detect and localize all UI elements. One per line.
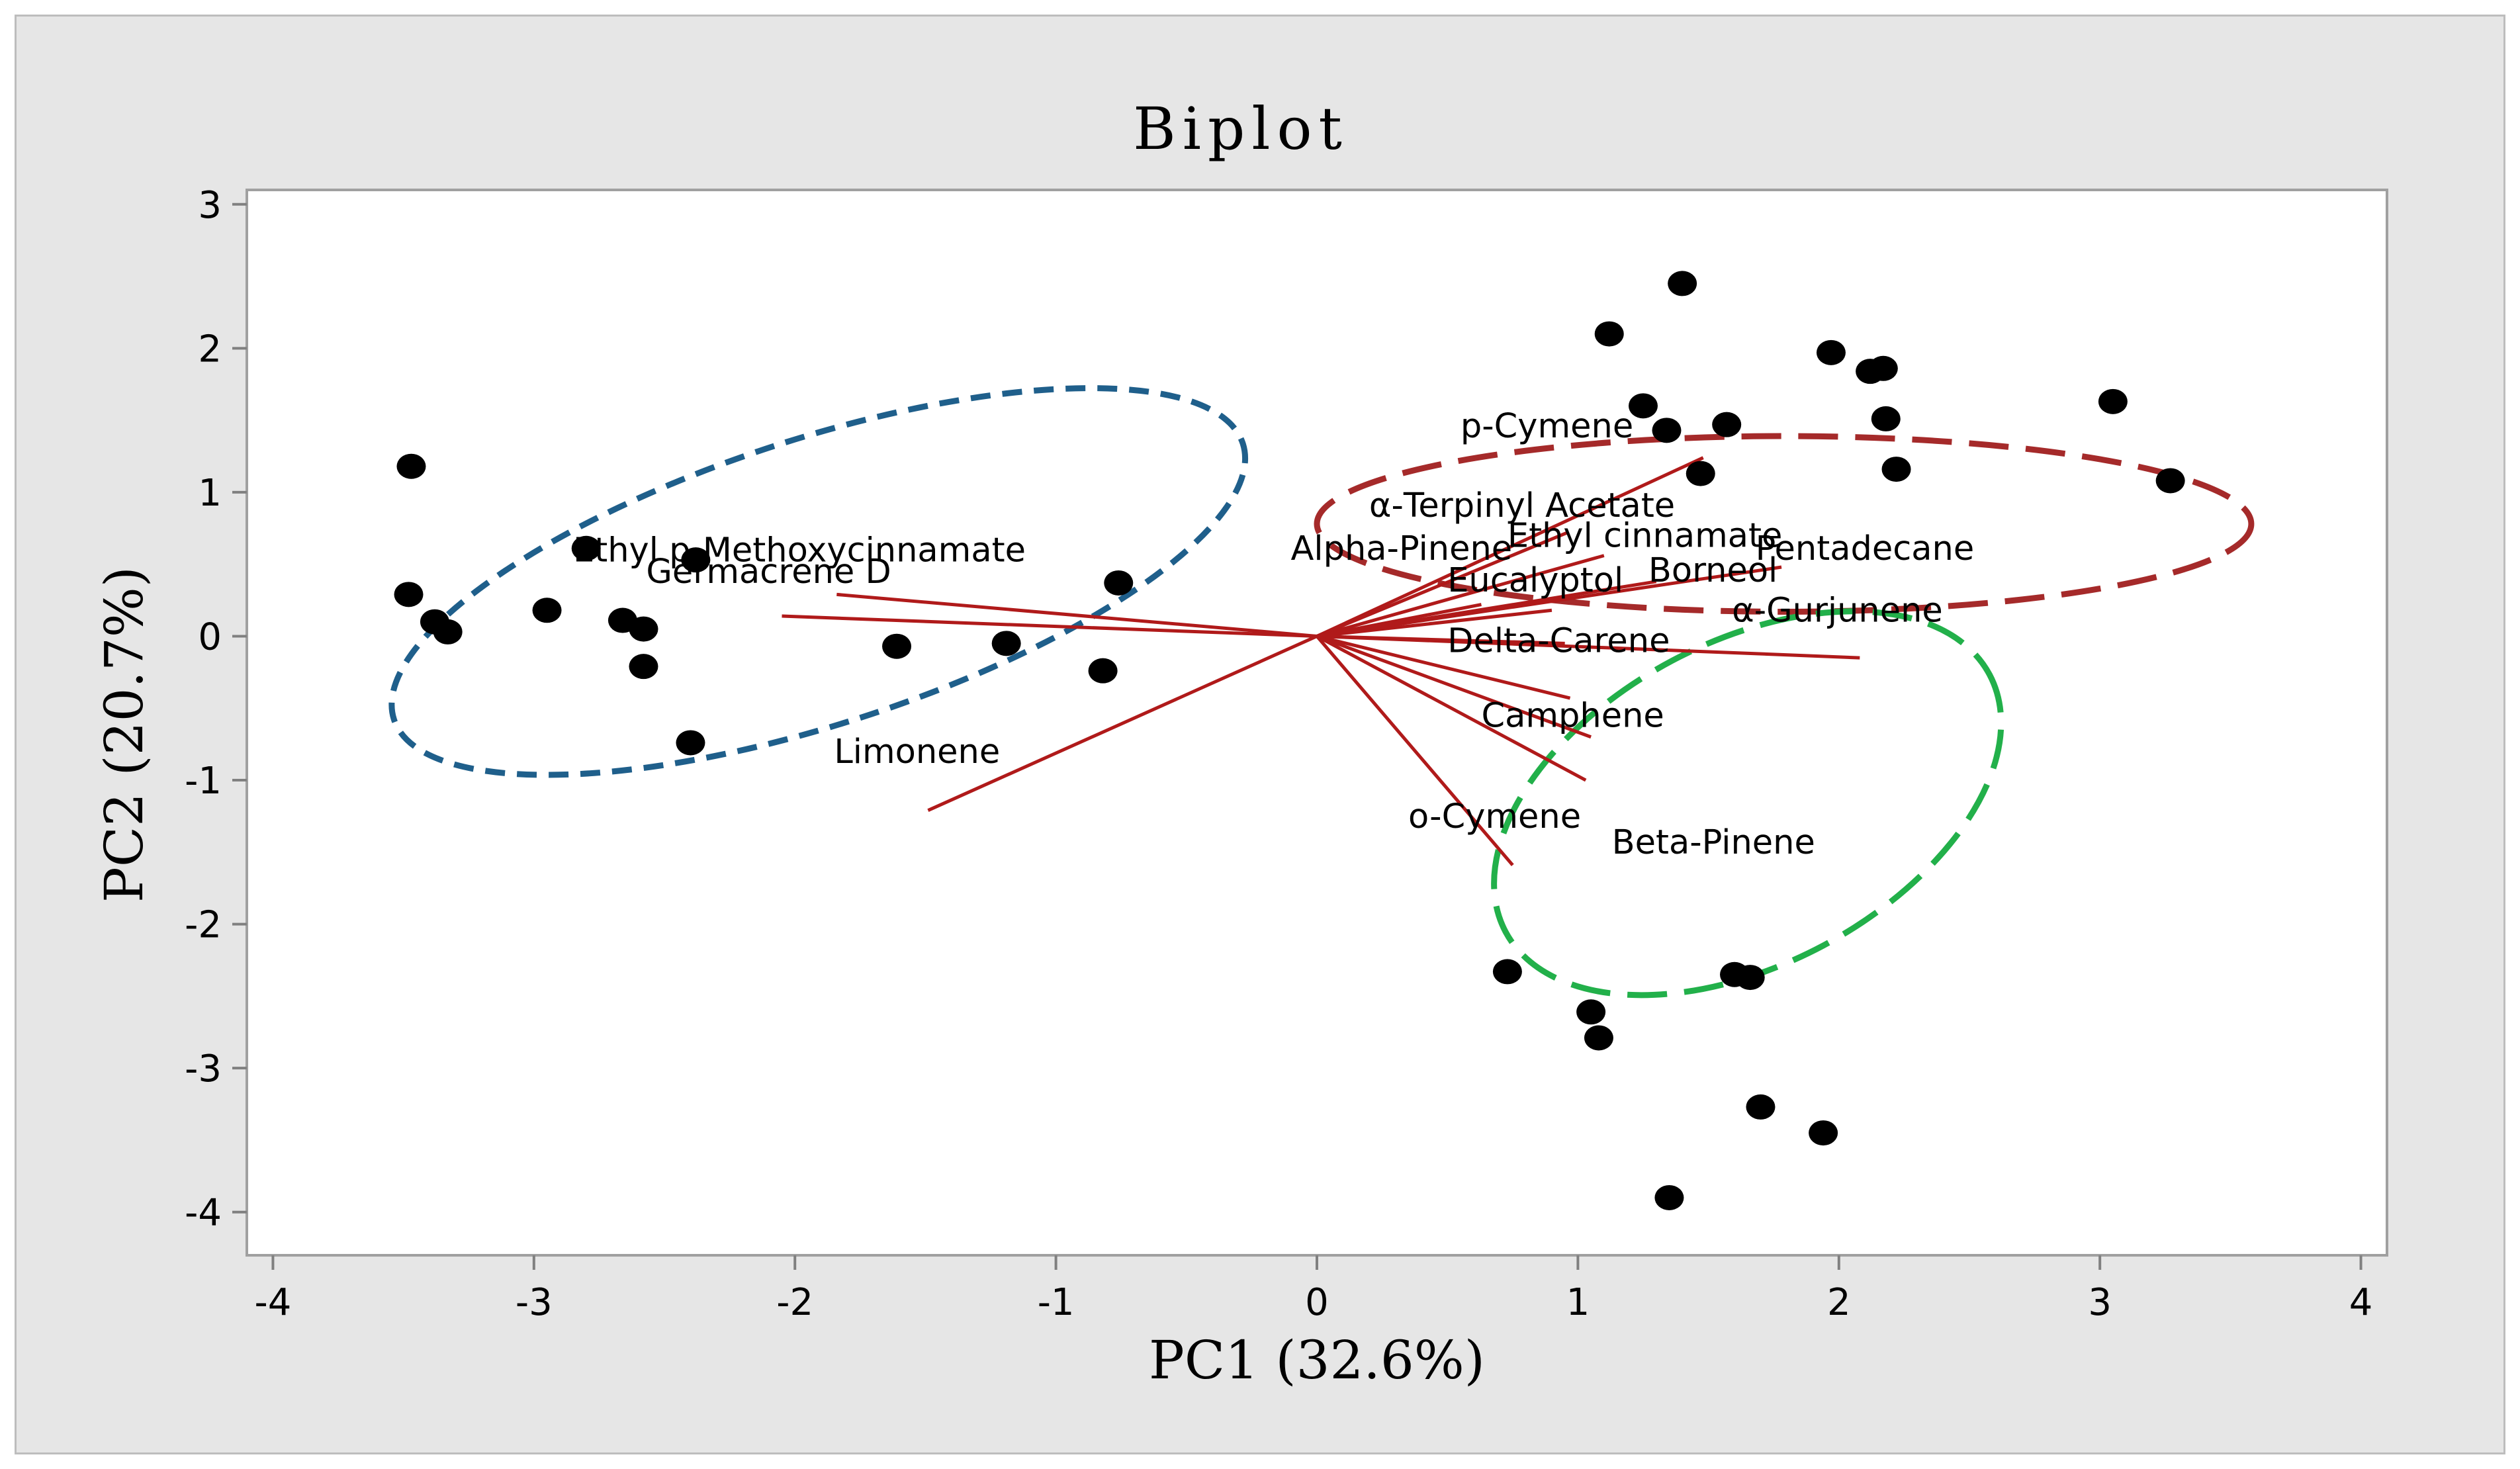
x-tick-label: 2	[1827, 1281, 1851, 1324]
vector-label-beta-pinene: Beta-Pinene	[1612, 823, 1815, 862]
group-ellipses	[388, 385, 2255, 999]
score-point	[2098, 388, 2128, 414]
ellipse-blue	[388, 385, 1249, 778]
x-tick-label: 3	[2088, 1281, 2112, 1324]
vector-label-ethyl-p-methoxycinnamate: Ethyl p-Methoxycinnamate	[573, 531, 1026, 570]
score-point	[1594, 321, 1624, 347]
vector-camphene	[1316, 635, 1571, 700]
y-tick-label: 3	[198, 184, 222, 227]
figure-frame: Biplot -4 -3 -2 -1 0 1 2 3 4 -4 -3 -2 -1 0 1 2 3 Ethyl …	[15, 15, 2505, 1454]
x-tick-label: 0	[1305, 1281, 1329, 1324]
score-point	[396, 453, 426, 479]
y-axis: -4 -3 -2 -1 0 1 2 3	[185, 184, 247, 1235]
score-point	[1654, 1184, 1684, 1210]
score-point	[1652, 418, 1682, 443]
vector-p-cymene	[1316, 456, 1704, 638]
x-tick-label: 4	[2349, 1281, 2373, 1324]
score-point	[1712, 412, 1742, 437]
score-point	[1088, 658, 1118, 684]
vector-label-pentadecane: Pentadecane	[1756, 529, 1975, 568]
score-points	[394, 271, 2185, 1210]
x-axis: -4 -3 -2 -1 0 1 2 3 4	[255, 1255, 2373, 1324]
y-tick-label: -4	[185, 1192, 222, 1235]
score-point	[1746, 1094, 1776, 1120]
vector-label-terpinyl-acetate: α-Terpinyl Acetate	[1369, 486, 1675, 525]
score-point	[1576, 999, 1606, 1025]
score-point	[991, 631, 1021, 656]
score-point	[1492, 959, 1522, 985]
vector-terpinyl-acetate	[1316, 531, 1568, 638]
x-tick-label: 1	[1566, 1281, 1590, 1324]
y-tick-label: 1	[198, 472, 222, 515]
chart-title: Biplot	[1133, 95, 1349, 163]
score-point	[676, 730, 705, 756]
score-point	[433, 619, 463, 645]
score-point	[1868, 355, 1898, 381]
vector-limonene	[927, 635, 1318, 812]
score-point	[1628, 393, 1658, 419]
y-tick-label: 2	[198, 328, 222, 371]
score-point	[394, 582, 424, 607]
score-point	[681, 547, 711, 573]
vector-label-borneol: Borneol	[1648, 551, 1778, 590]
score-point	[1881, 457, 1911, 482]
vector-ethyl-cinnamate	[1316, 554, 1605, 638]
score-point	[1104, 570, 1134, 596]
vector-eucalyptol	[1316, 608, 1552, 638]
x-tick-label: -2	[776, 1281, 813, 1324]
vector-beta-pinene	[1316, 635, 1587, 782]
vector-label-gurjunene: α-Gurjunene	[1732, 592, 1943, 631]
vector-label-delta-carene: Delta-Carene	[1447, 621, 1670, 660]
vector-label-o-cymene: o-Cymene	[1408, 797, 1581, 836]
vector-borneol	[1316, 580, 1657, 638]
y-axis-title: PC2 (20.7%)	[93, 566, 155, 903]
y-tick-label: -3	[185, 1047, 222, 1091]
biplot-chart: Biplot -4 -3 -2 -1 0 1 2 3 4 -4 -3 -2 -1 0 1 2 3 Ethyl …	[93, 95, 2388, 1391]
score-point	[882, 633, 912, 659]
vector-label-camphene: Camphene	[1481, 697, 1664, 736]
plot-area	[246, 189, 2388, 1257]
score-point	[629, 616, 658, 642]
score-point	[1584, 1025, 1613, 1051]
y-tick-label: -1	[185, 760, 222, 803]
vector-label-ethyl-cinnamate: Ethyl cinnamate	[1508, 517, 1783, 556]
loading-vectors	[782, 456, 1860, 867]
score-point	[1816, 339, 1846, 365]
x-tick-label: -4	[255, 1281, 292, 1324]
vector-germacrene-d	[836, 592, 1318, 638]
x-axis-title: PC1 (32.6%)	[1149, 1329, 1485, 1391]
score-point	[1871, 406, 1901, 431]
vector-ethyl-p-methoxycinnamate	[782, 614, 1318, 638]
score-point	[532, 598, 562, 623]
vector-label-p-cymene: p-Cymene	[1461, 407, 1633, 446]
y-tick-label: 0	[198, 615, 222, 658]
score-point	[1668, 271, 1697, 296]
score-point	[571, 535, 601, 561]
ellipse-red	[1314, 433, 2255, 615]
vector-label-eucalyptol: Eucalyptol	[1447, 561, 1623, 600]
x-tick-label: -3	[516, 1281, 553, 1324]
vector-label-limonene: Limonene	[834, 733, 1000, 772]
y-tick-label: -2	[185, 904, 222, 947]
ellipse-green	[1491, 608, 2004, 999]
score-point	[1686, 461, 1715, 486]
score-point	[1809, 1120, 1838, 1146]
x-tick-label: -1	[1038, 1281, 1075, 1324]
vector-label-alpha-pinene: Alpha-Pinene	[1291, 529, 1513, 568]
score-point	[1735, 965, 1765, 991]
score-point	[2155, 468, 2185, 494]
vector-o-cymene	[1316, 635, 1592, 739]
score-point	[629, 654, 658, 680]
vector-delta-carene	[1316, 634, 1565, 645]
vector-beta-pinene-dir	[1316, 635, 1514, 867]
